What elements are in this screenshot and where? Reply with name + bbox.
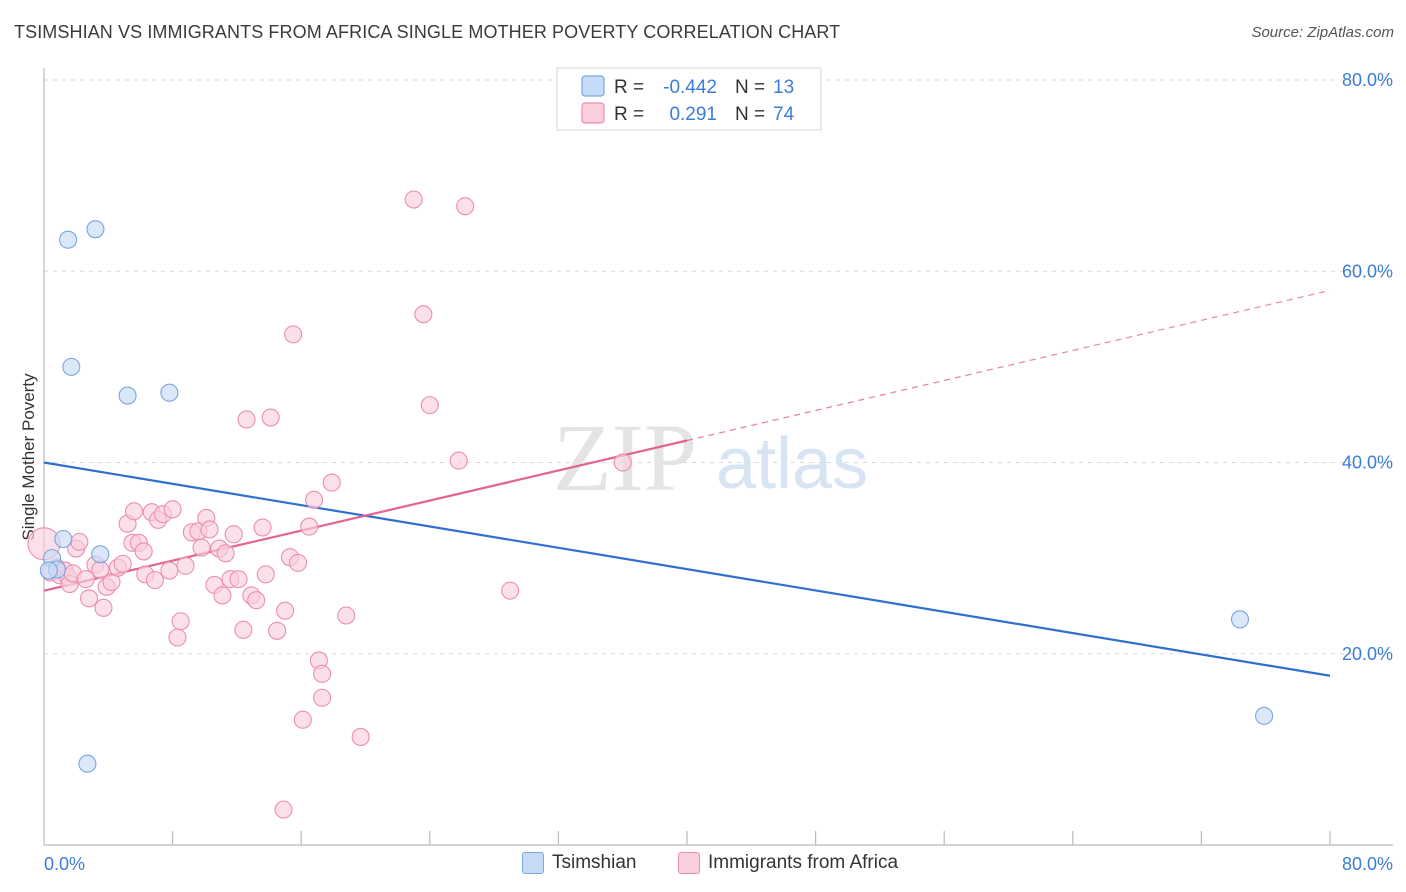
data-point-tsimshian <box>86 220 105 239</box>
data-point-africa <box>229 570 248 589</box>
data-point-africa <box>160 561 179 580</box>
data-point-africa <box>337 606 356 625</box>
data-point-africa <box>237 410 256 429</box>
x-tick-label: 0.0% <box>44 854 85 874</box>
data-point-africa <box>274 800 293 819</box>
data-point-africa <box>313 688 332 707</box>
data-point-africa <box>224 525 243 544</box>
data-point-africa <box>420 396 439 415</box>
data-point-africa <box>213 586 232 605</box>
data-point-africa <box>113 554 132 573</box>
legend-n-value: 74 <box>773 104 795 125</box>
data-point-africa <box>284 325 303 344</box>
x-tick-label: 80.0% <box>1342 854 1393 874</box>
axis-layer: Single Mother Poverty <box>19 68 1393 846</box>
data-point-africa <box>76 570 95 589</box>
data-point-africa <box>256 565 275 584</box>
data-point-africa <box>200 520 219 539</box>
point-layer <box>27 190 1274 819</box>
watermark-atlas: atlas <box>716 424 868 504</box>
data-point-africa <box>163 500 182 519</box>
data-point-africa <box>288 553 308 572</box>
legend-label-africa: Immigrants from Africa <box>708 852 899 873</box>
legend-n-label: N = <box>735 77 765 98</box>
data-point-africa <box>449 451 468 470</box>
legend-swatch-tsimshian <box>522 852 544 874</box>
data-point-africa <box>276 601 295 620</box>
data-point-africa <box>305 490 324 509</box>
data-point-africa <box>192 538 211 557</box>
data-point-africa <box>404 190 423 209</box>
data-point-africa <box>124 502 144 521</box>
legend-n-label: N = <box>735 104 765 125</box>
data-point-tsimshian <box>54 529 73 549</box>
legend-item-africa: Immigrants from Africa <box>678 852 898 874</box>
tick-layer: 20.0% 40.0% 60.0% 80.0% 0.0% 80.0% <box>44 70 1393 874</box>
grid-layer <box>44 79 1393 655</box>
top-legend: R = -0.442 N = 13 R = 0.291 N = 74 <box>556 67 822 131</box>
legend-r-value: 0.291 <box>669 104 717 125</box>
legend-r-value: -0.442 <box>663 77 717 98</box>
trend-line-extension <box>686 289 1331 442</box>
data-point-africa <box>79 589 99 608</box>
legend-swatch-africa <box>678 852 700 874</box>
y-tick-label: 40.0% <box>1342 453 1393 473</box>
data-point-africa <box>253 518 272 537</box>
trend-line-tsimshian <box>43 461 1331 677</box>
data-point-africa <box>456 197 475 216</box>
data-point-africa <box>300 517 319 536</box>
y-axis-title: Single Mother Poverty <box>19 373 38 541</box>
bottom-legend: Tsimshian Immigrants from Africa <box>0 850 1406 880</box>
data-point-africa <box>613 453 632 472</box>
data-point-africa <box>293 710 312 729</box>
data-point-africa <box>247 591 266 610</box>
y-tick-label: 80.0% <box>1342 70 1393 90</box>
legend-n-value: 13 <box>773 77 794 98</box>
y-tick-label: 20.0% <box>1342 644 1393 664</box>
legend-swatch-africa <box>581 102 605 124</box>
watermark: ZIP atlas <box>553 404 868 511</box>
data-point-africa <box>351 727 370 746</box>
data-point-africa <box>171 612 190 631</box>
data-point-africa <box>322 473 341 492</box>
data-point-tsimshian <box>59 230 78 249</box>
chart-title: TSIMSHIAN VS IMMIGRANTS FROM AFRICA SING… <box>14 22 841 42</box>
data-point-africa <box>313 664 332 683</box>
data-point-africa <box>134 542 153 561</box>
data-point-africa <box>261 408 280 427</box>
data-point-tsimshian <box>1255 706 1274 725</box>
legend-swatch-tsimshian <box>581 75 605 97</box>
legend-r-label: R = <box>614 104 644 125</box>
legend-label-tsimshian: Tsimshian <box>552 852 637 873</box>
data-point-africa <box>70 532 89 551</box>
trend-line-africa <box>43 439 688 592</box>
y-tick-label: 60.0% <box>1342 261 1393 281</box>
data-point-tsimshian <box>78 754 97 773</box>
data-point-tsimshian <box>160 383 179 402</box>
data-point-tsimshian <box>118 386 137 405</box>
data-point-africa <box>94 598 113 617</box>
data-point-africa <box>234 620 253 639</box>
data-point-africa <box>168 628 187 647</box>
data-point-africa <box>216 544 235 563</box>
data-point-tsimshian <box>91 545 110 564</box>
legend-item-tsimshian: Tsimshian <box>522 852 636 874</box>
data-point-tsimshian <box>62 357 81 376</box>
trend-layer <box>43 289 1331 677</box>
data-point-africa <box>145 571 164 590</box>
data-point-africa <box>176 556 195 575</box>
data-point-africa <box>501 581 520 600</box>
data-point-africa <box>268 621 287 640</box>
data-point-tsimshian <box>39 561 58 580</box>
chart-source: Source: ZipAtlas.com <box>1251 24 1394 41</box>
data-point-tsimshian <box>1230 610 1250 629</box>
data-point-africa <box>414 305 433 324</box>
legend-r-label: R = <box>614 77 644 98</box>
